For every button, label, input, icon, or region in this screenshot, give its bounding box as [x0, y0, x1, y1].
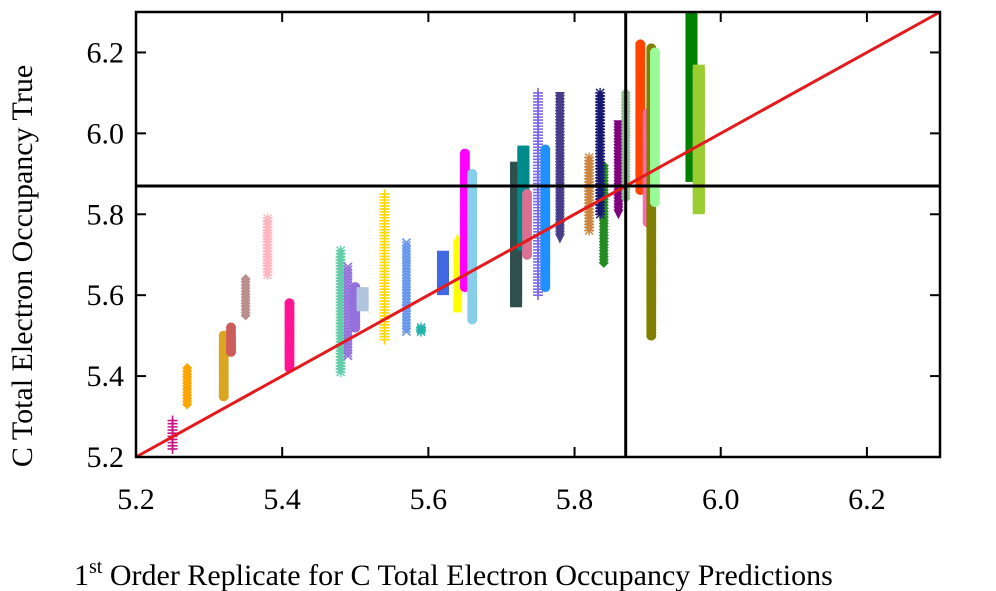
data-column: [167, 415, 178, 454]
x-axis-title-pre: 1: [74, 559, 89, 591]
data-column: [467, 168, 478, 325]
data-column: [240, 274, 251, 321]
data-point: [335, 367, 346, 378]
data-point: [416, 326, 427, 337]
data-column: [401, 238, 412, 337]
x-axis-title: 1st Order Replicate for C Total Electron…: [74, 556, 833, 591]
x-tick-label: 5.2: [117, 483, 155, 516]
data-point: [467, 314, 478, 325]
data-column: [416, 322, 427, 337]
data-point: [167, 443, 178, 454]
data-point: [182, 399, 193, 410]
x-tick-label: 5.6: [410, 483, 448, 516]
data-point: [218, 391, 229, 402]
reference-line: [135, 10, 941, 459]
data-column: [379, 189, 390, 345]
data-point: [533, 290, 543, 301]
data-point: [510, 299, 523, 308]
y-axis-title: C Total Electron Occupancy True: [6, 65, 39, 467]
x-tick-label: 6.0: [702, 483, 740, 516]
x-axis-title-post: Order Replicate for C Total Electron Occ…: [102, 559, 832, 591]
data-point: [598, 257, 609, 268]
y-tick-label: 5.8: [87, 198, 125, 231]
y-tick-label: 6.0: [87, 117, 125, 150]
data-point: [356, 303, 369, 312]
data-point: [554, 233, 565, 244]
data-point: [436, 287, 449, 296]
data-point: [649, 197, 660, 208]
data-column: [554, 91, 565, 244]
data-point: [401, 324, 412, 334]
data-column: [522, 189, 533, 260]
data-column: [692, 64, 705, 215]
y-tick-label: 5.6: [87, 279, 125, 312]
x-tick-label: 5.4: [263, 483, 301, 516]
data-point: [646, 330, 657, 341]
data-point: [595, 209, 606, 220]
data-column: [595, 87, 606, 220]
data-column: [182, 363, 193, 410]
y-tick-label: 6.2: [87, 36, 125, 69]
data-point: [379, 334, 390, 345]
x-tick-label: 5.8: [556, 483, 594, 516]
data-point: [692, 206, 705, 215]
data-point: [613, 209, 624, 220]
data-point: [540, 282, 551, 293]
data-point: [343, 351, 353, 361]
axis-ticks: 5.2 5.4 5.6 5.8 6.0 6.2 5.2 5.4 5.6 5.8 6.0 6.2: [87, 12, 940, 516]
data-point: [262, 269, 273, 280]
data-point: [401, 327, 412, 337]
data-point: [452, 302, 463, 313]
plot-frame: [134, 10, 942, 459]
data-column: [356, 287, 369, 312]
data-point: [685, 173, 698, 182]
data-column: [685, 12, 698, 182]
y-tick-label: 5.4: [87, 360, 125, 393]
data-point: [522, 249, 533, 260]
data-column: [226, 322, 237, 357]
data-column: [584, 152, 595, 236]
data-point: [350, 322, 361, 333]
data-column: [452, 233, 463, 313]
data-column: [613, 120, 624, 220]
data-point: [584, 225, 595, 236]
data-point: [343, 348, 353, 358]
x-axis-title-sup: st: [89, 556, 103, 578]
data-column: [540, 144, 551, 293]
y-tick-label: 5.2: [87, 441, 125, 474]
data-column: [262, 213, 273, 280]
data-point: [240, 310, 251, 321]
x-tick-label: 6.2: [848, 483, 886, 516]
data-column: [649, 47, 660, 208]
data-point: [226, 346, 237, 357]
data-column: [218, 330, 229, 402]
data-column: [284, 298, 295, 373]
